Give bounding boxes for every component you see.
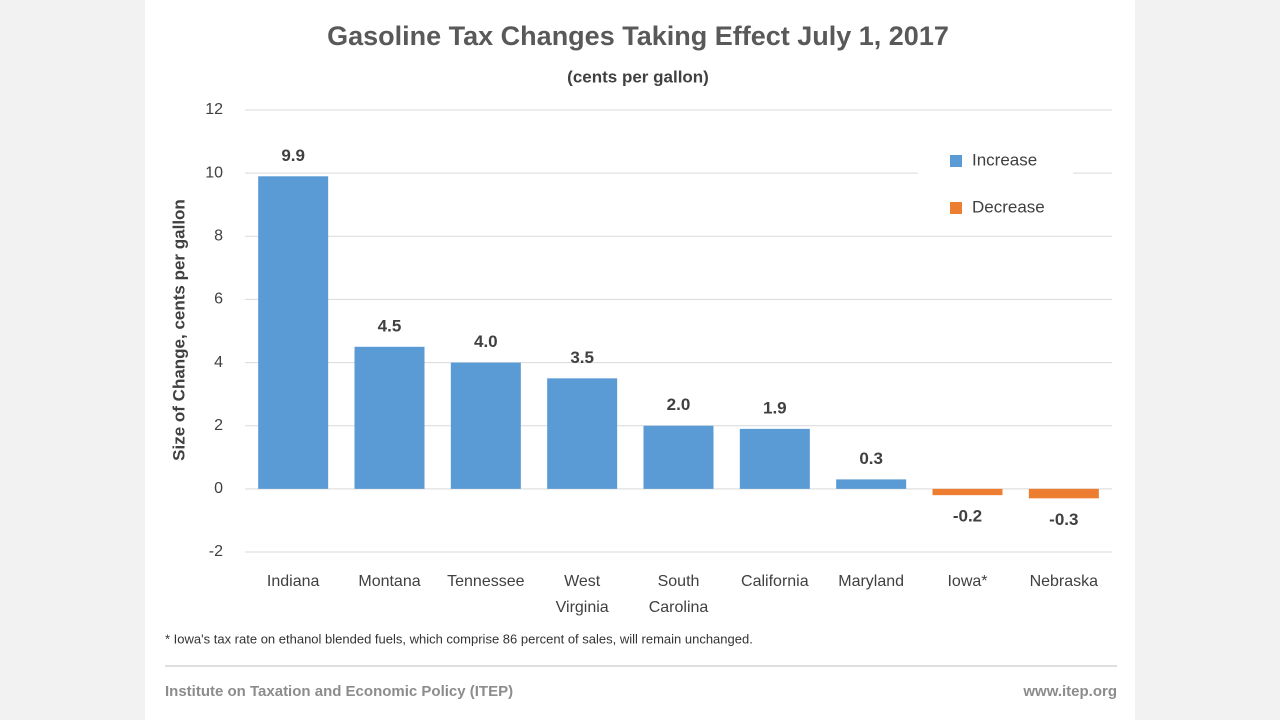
y-tick-label: 0 — [214, 480, 223, 497]
x-tick-label: South Carolina — [649, 573, 709, 616]
data-label: 2.0 — [667, 395, 691, 414]
bar — [643, 425, 714, 489]
bar — [1028, 488, 1099, 499]
legend-swatch — [950, 202, 962, 214]
source: Institute on Taxation and Economic Polic… — [165, 683, 513, 700]
y-tick-label: 2 — [214, 417, 223, 434]
y-tick-label: 10 — [205, 164, 223, 181]
x-tick-label: Nebraska — [1030, 573, 1099, 590]
chart-subtitle: (cents per gallon) — [567, 67, 709, 86]
data-label: -0.2 — [953, 507, 982, 526]
x-tick-label: Iowa* — [947, 573, 987, 590]
y-tick-label: 12 — [205, 101, 223, 118]
data-label: 3.5 — [570, 348, 594, 367]
legend-label: Decrease — [972, 197, 1045, 216]
legend-label: Increase — [972, 150, 1037, 169]
bar — [258, 176, 329, 489]
x-tick-label: Montana — [358, 573, 420, 590]
chart-title: Gasoline Tax Changes Taking Effect July … — [327, 21, 949, 51]
y-tick-label: 6 — [214, 291, 223, 308]
data-label: 0.3 — [859, 449, 883, 468]
y-axis-label: Size of Change, cents per gallon — [169, 199, 188, 461]
x-tick-label: Tennessee — [447, 573, 524, 590]
x-tick-label: West Virginia — [556, 573, 609, 616]
bar — [450, 362, 521, 489]
footnote: * Iowa's tax rate on ethanol blended fue… — [165, 631, 753, 646]
website: www.itep.org — [1022, 683, 1117, 700]
x-tick-label: California — [741, 573, 809, 590]
data-label: -0.3 — [1049, 510, 1078, 529]
data-label: 9.9 — [281, 146, 305, 165]
y-tick-label: 8 — [214, 228, 223, 245]
bar — [354, 346, 425, 489]
bar — [836, 479, 907, 489]
x-tick-label: Maryland — [838, 573, 904, 590]
bar — [739, 428, 810, 489]
y-tick-label: -2 — [209, 543, 223, 560]
bar — [547, 378, 618, 489]
x-tick-label: Indiana — [267, 573, 320, 590]
legend-box — [918, 140, 1073, 235]
bar — [932, 488, 1003, 496]
legend-swatch — [950, 155, 962, 167]
data-label: 4.5 — [378, 316, 402, 335]
data-label: 1.9 — [763, 398, 787, 417]
y-tick-label: 4 — [214, 354, 223, 371]
data-label: 4.0 — [474, 332, 498, 351]
